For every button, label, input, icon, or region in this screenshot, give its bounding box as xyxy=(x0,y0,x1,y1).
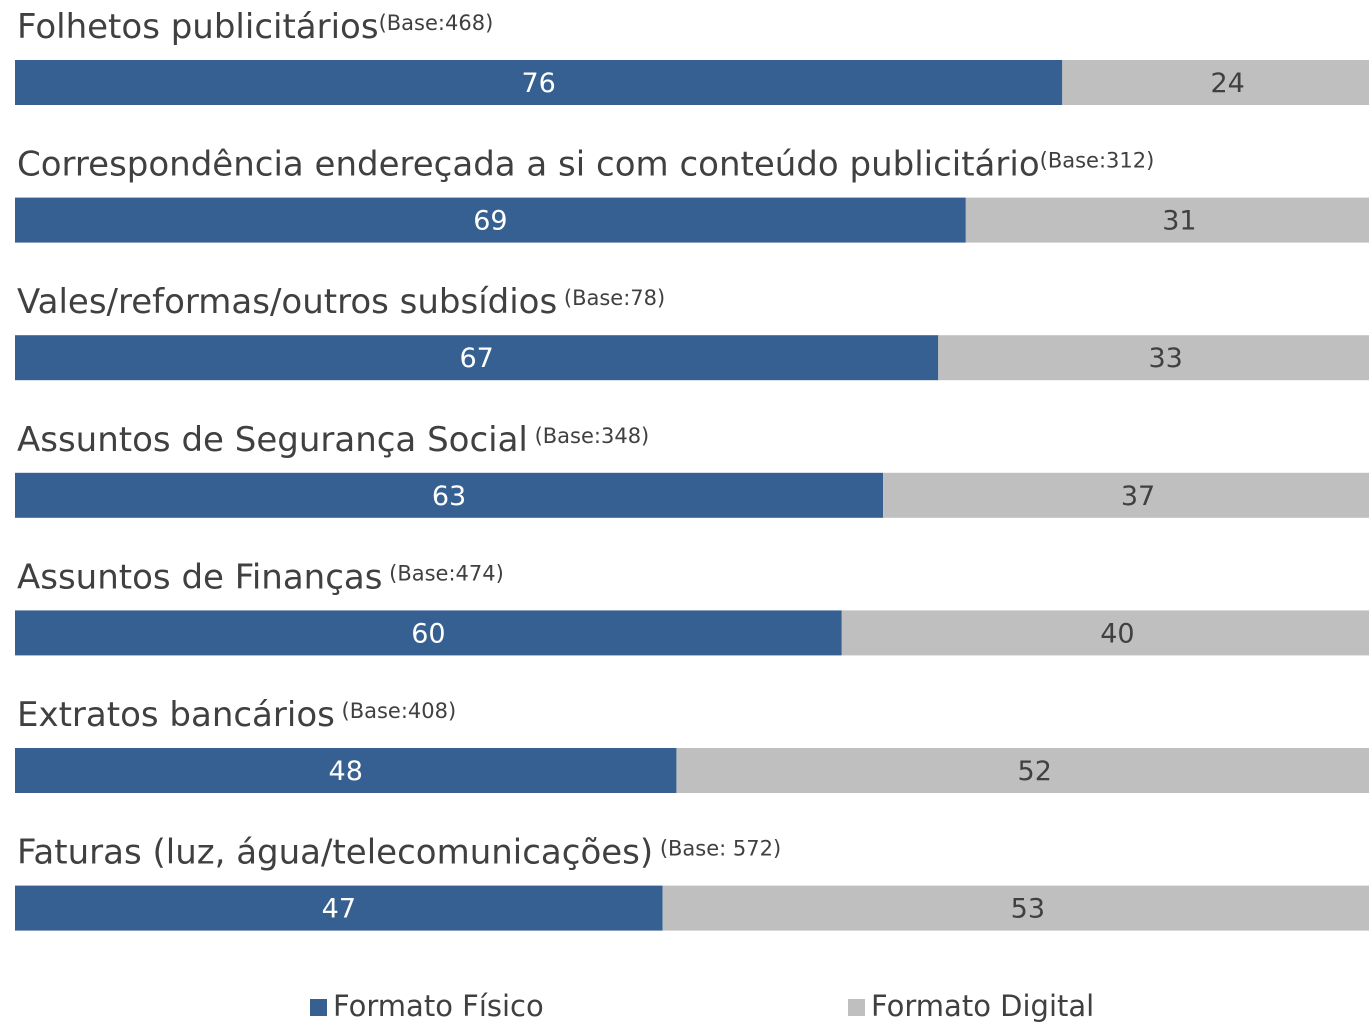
category-note: (Base:312) xyxy=(1040,149,1155,173)
bar-segment xyxy=(15,472,884,518)
value-label: 37 xyxy=(1121,481,1155,512)
category-name: Extratos bancários xyxy=(17,695,335,735)
category-note: (Base:468) xyxy=(379,11,494,35)
value-label: 40 xyxy=(1100,618,1134,649)
value-label: 48 xyxy=(329,756,363,787)
value-label: 63 xyxy=(432,481,466,512)
bar-segment xyxy=(841,610,1369,656)
legend-swatch xyxy=(848,999,865,1016)
category-note: (Base:474) xyxy=(382,561,503,585)
value-label: 47 xyxy=(322,894,356,925)
category-note: (Base: 572) xyxy=(653,837,781,861)
legend-swatch xyxy=(310,999,327,1016)
value-label: 60 xyxy=(411,618,445,649)
category-note: (Base:348) xyxy=(528,424,649,448)
legend-label: Formato Digital xyxy=(871,989,1094,1023)
bar-segment xyxy=(883,472,1369,518)
bar-segment xyxy=(15,197,966,243)
value-label: 69 xyxy=(473,206,507,237)
category-name: Assuntos de Segurança Social xyxy=(17,419,528,459)
category-label: Vales/reformas/outros subsídios (Base:78… xyxy=(17,282,665,322)
bar-segment xyxy=(15,60,1063,105)
category-note: (Base:78) xyxy=(557,286,665,310)
value-label: 67 xyxy=(459,343,493,374)
category-label: Extratos bancários (Base:408) xyxy=(17,695,456,735)
legend-label: Formato Físico xyxy=(333,989,544,1023)
category-name: Correspondência endereçada a si com cont… xyxy=(17,144,1040,184)
category-name: Faturas (luz, água/telecomunicações) xyxy=(17,832,653,872)
value-label: 33 xyxy=(1148,343,1182,374)
category-label: Assuntos de Segurança Social (Base:348) xyxy=(17,419,649,459)
bar-segment xyxy=(15,748,677,793)
bar-segment xyxy=(965,197,1369,243)
category-label: Faturas (luz, água/telecomunicações) (Ba… xyxy=(17,832,781,872)
bar-segment xyxy=(938,335,1369,381)
category-name: Vales/reformas/outros subsídios xyxy=(17,282,557,322)
bar-segment xyxy=(676,748,1369,793)
bar-segment xyxy=(662,885,1369,931)
value-label: 53 xyxy=(1011,894,1045,925)
category-label: Assuntos de Finanças (Base:474) xyxy=(17,557,504,597)
category-name: Assuntos de Finanças xyxy=(17,557,382,597)
category-label: Correspondência endereçada a si com cont… xyxy=(17,144,1154,184)
category-label: Folhetos publicitários(Base:468) xyxy=(17,7,493,47)
bar-segment xyxy=(15,335,939,381)
category-note: (Base:408) xyxy=(335,699,456,723)
bar-segment xyxy=(1062,60,1369,105)
bar-segment xyxy=(15,610,842,656)
value-label: 76 xyxy=(521,68,555,99)
value-label: 52 xyxy=(1018,756,1052,787)
value-label: 24 xyxy=(1210,68,1244,99)
bar-segment xyxy=(15,885,663,931)
category-name: Folhetos publicitários xyxy=(17,7,379,47)
value-label: 31 xyxy=(1162,206,1196,237)
